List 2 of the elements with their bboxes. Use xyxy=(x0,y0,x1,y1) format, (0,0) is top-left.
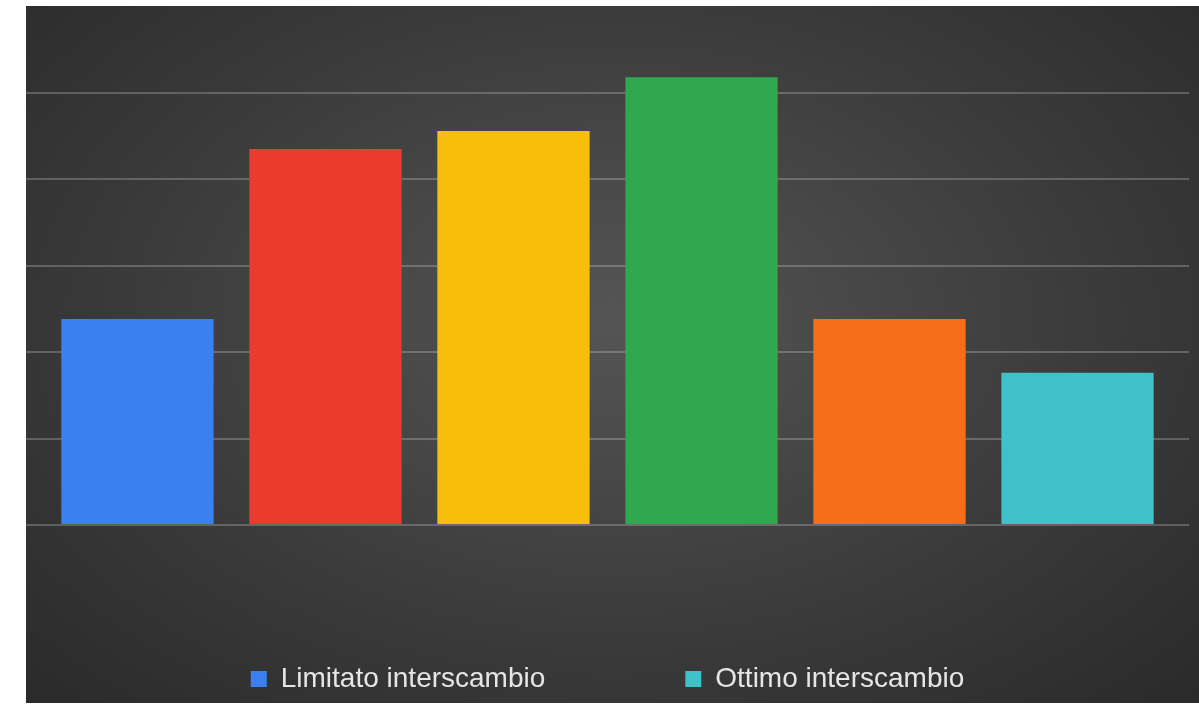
legend-label: Limitato interscambio xyxy=(280,661,546,693)
legend-label: Ottimo interscambio xyxy=(715,661,965,693)
